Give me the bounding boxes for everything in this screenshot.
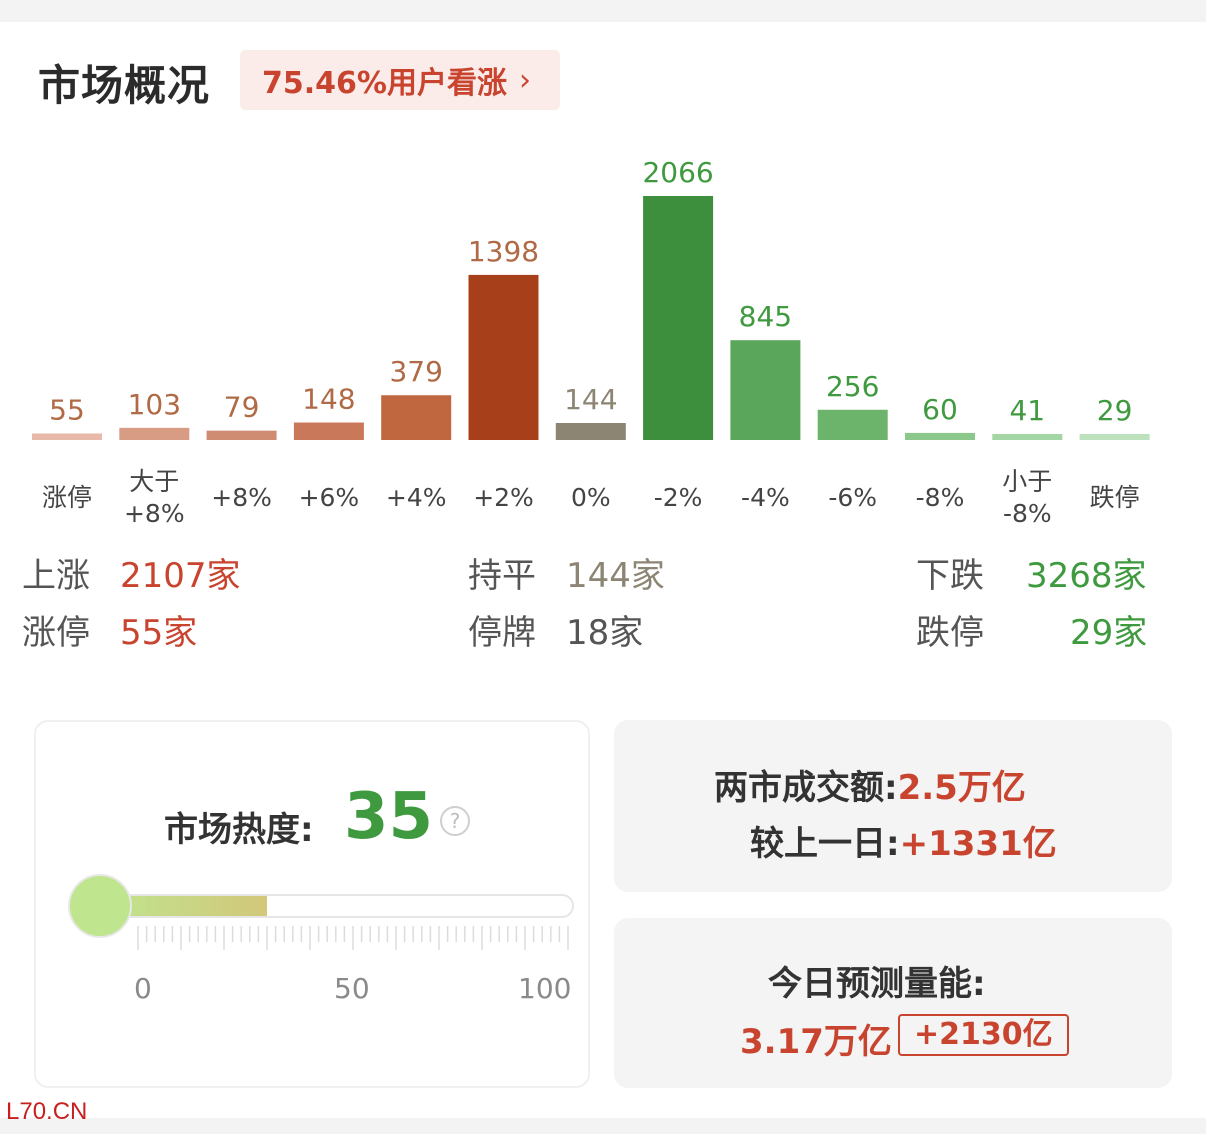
category-label-4: +4% [385, 483, 447, 512]
turnover-value: 2.5万亿 [897, 768, 1026, 808]
category-label-1: 大于 +8% [123, 467, 185, 528]
fall-value: 3268家 [1026, 556, 1147, 596]
bar-8 [730, 340, 801, 440]
category-label-9: -6% [828, 483, 878, 512]
gauge-max-label: 100 [518, 972, 572, 1005]
market-heat-card: 市场热度: 35 ? 0 50 100 [34, 720, 590, 1088]
bar-5 [468, 274, 539, 440]
gauge-track [100, 894, 574, 918]
forecast-delta-badge: +2130亿 [898, 1014, 1069, 1056]
bar-value-label-1: 103 [128, 388, 181, 421]
gauge-fill [102, 896, 267, 916]
category-label-10: -8% [915, 483, 965, 512]
category-label-12: 跌停 [1089, 483, 1140, 512]
flat-label: 持平 [468, 556, 536, 596]
bar-10 [905, 432, 975, 440]
chevron-right-icon: › [518, 62, 531, 98]
turnover-label: 两市成交额: [714, 768, 898, 808]
bottom-divider [0, 1118, 1206, 1134]
bar-12 [1079, 434, 1150, 440]
bar-2 [206, 430, 277, 440]
limit-down-label: 跌停 [916, 613, 984, 653]
turnover-compare-label: 较上一日: [750, 824, 900, 864]
bar-value-label-3: 148 [302, 383, 355, 416]
bar-6 [555, 422, 626, 440]
bar-value-label-8: 845 [739, 300, 792, 333]
suspended-label: 停牌 [468, 613, 536, 653]
bar-value-label-10: 60 [922, 393, 958, 426]
bar-value-label-7: 2066 [642, 156, 713, 189]
top-divider [0, 0, 1206, 22]
heat-label: 市场热度: [164, 810, 314, 850]
bar-9 [817, 409, 888, 440]
bar-1 [119, 427, 190, 440]
category-label-7: -2% [653, 483, 703, 512]
gauge-bulb [68, 874, 132, 938]
turnover-card: 两市成交额:2.5万亿 较上一日:+1331亿 [614, 720, 1172, 892]
bar-11 [992, 434, 1063, 440]
category-label-6: 0% [570, 483, 611, 512]
category-label-11: 小于 -8% [1002, 467, 1053, 528]
limit-up-value: 55家 [120, 613, 198, 653]
limit-up-label: 涨停 [22, 613, 90, 653]
fall-label: 下跌 [916, 556, 984, 596]
category-label-8: -4% [741, 483, 790, 512]
gauge-min-label: 0 [134, 972, 152, 1005]
rise-label: 上涨 [22, 556, 90, 596]
help-icon[interactable]: ? [440, 806, 470, 836]
category-label-5: +2% [473, 483, 534, 512]
bar-4 [381, 395, 452, 440]
forecast-value: 3.17万亿 [740, 1022, 892, 1062]
bar-value-label-12: 29 [1097, 394, 1133, 427]
distribution-bars: 55 103 79 148 379 1398 144 2066 845 256 60 41 29 [32, 156, 1150, 440]
category-label-2: +8% [211, 483, 272, 512]
suspended-value: 18家 [566, 613, 644, 653]
bar-value-label-2: 79 [224, 391, 260, 424]
sentiment-text: 75.46%用户看涨 [262, 66, 507, 101]
bar-3 [293, 422, 364, 440]
bar-value-label-5: 1398 [468, 235, 539, 268]
gauge-ticks [137, 926, 569, 950]
forecast-card: 今日预测量能: 3.17万亿 +2130亿 [614, 918, 1172, 1088]
rise-value: 2107家 [120, 556, 241, 596]
gauge-mid-label: 50 [334, 972, 370, 1005]
forecast-label: 今日预测量能: [768, 964, 986, 1004]
limit-down-value: 29家 [1070, 613, 1148, 653]
bar-value-label-4: 379 [389, 355, 442, 388]
sentiment-badge[interactable]: 75.46%用户看涨 › [240, 50, 560, 110]
bar-value-label-0: 55 [49, 394, 85, 427]
flat-value: 144家 [566, 556, 665, 596]
category-label-0: 涨停 [41, 483, 92, 512]
bar-7 [643, 196, 714, 440]
page-title: 市场概况 [38, 61, 211, 110]
bar-value-label-9: 256 [826, 370, 879, 403]
heat-gauge: 0 50 100 [64, 870, 584, 1005]
category-label-3: +6% [298, 483, 360, 512]
distribution-chart: 55 103 79 148 379 1398 144 2066 845 256 60 41 29 涨停 大… [0, 130, 1206, 550]
heat-value: 35 [344, 780, 434, 854]
turnover-compare-value: +1331亿 [899, 824, 1057, 864]
bar-0 [32, 433, 102, 440]
bar-value-label-6: 144 [564, 383, 617, 416]
bar-value-label-11: 41 [1009, 394, 1045, 427]
watermark: L70.CN [6, 1098, 88, 1125]
